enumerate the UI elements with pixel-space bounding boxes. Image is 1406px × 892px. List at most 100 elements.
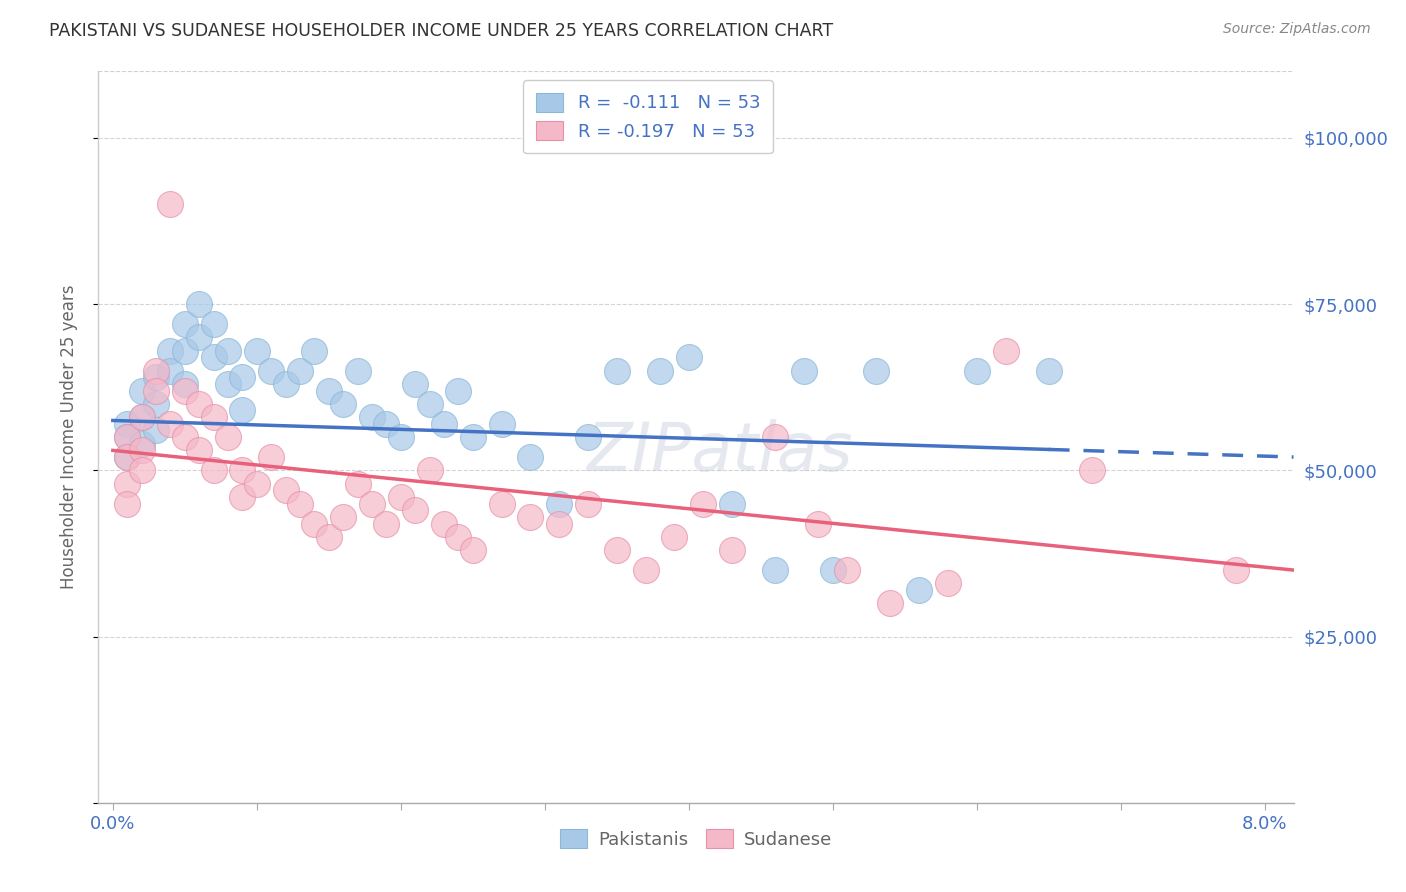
Point	[188, 397, 211, 411]
Point	[433, 516, 456, 531]
Point	[404, 376, 426, 391]
Point	[648, 363, 671, 377]
Point	[389, 430, 412, 444]
Point	[361, 497, 384, 511]
Point	[793, 363, 815, 377]
Point	[994, 343, 1017, 358]
Point	[173, 430, 195, 444]
Point	[304, 516, 326, 531]
Point	[491, 417, 513, 431]
Point	[274, 483, 297, 498]
Point	[346, 363, 368, 377]
Point	[246, 476, 269, 491]
Point	[447, 530, 470, 544]
Point	[821, 563, 844, 577]
Point	[404, 503, 426, 517]
Point	[375, 516, 398, 531]
Point	[131, 384, 153, 398]
Point	[188, 330, 211, 344]
Point	[433, 417, 456, 431]
Point	[375, 417, 398, 431]
Point	[188, 297, 211, 311]
Point	[246, 343, 269, 358]
Point	[447, 384, 470, 398]
Point	[419, 463, 441, 477]
Point	[231, 403, 253, 417]
Point	[173, 343, 195, 358]
Point	[274, 376, 297, 391]
Point	[1081, 463, 1104, 477]
Point	[721, 543, 744, 558]
Point	[173, 317, 195, 331]
Point	[115, 417, 138, 431]
Point	[721, 497, 744, 511]
Point	[202, 317, 225, 331]
Point	[231, 490, 253, 504]
Point	[807, 516, 830, 531]
Text: ZIPatlas: ZIPatlas	[586, 418, 853, 484]
Point	[576, 430, 599, 444]
Point	[217, 343, 239, 358]
Point	[908, 582, 931, 597]
Point	[936, 576, 959, 591]
Y-axis label: Householder Income Under 25 years: Householder Income Under 25 years	[59, 285, 77, 590]
Point	[361, 410, 384, 425]
Point	[115, 450, 138, 464]
Text: PAKISTANI VS SUDANESE HOUSEHOLDER INCOME UNDER 25 YEARS CORRELATION CHART: PAKISTANI VS SUDANESE HOUSEHOLDER INCOME…	[49, 22, 834, 40]
Point	[304, 343, 326, 358]
Point	[763, 430, 786, 444]
Point	[837, 563, 859, 577]
Point	[188, 443, 211, 458]
Point	[288, 363, 311, 377]
Point	[115, 497, 138, 511]
Point	[145, 363, 167, 377]
Point	[131, 410, 153, 425]
Point	[606, 543, 628, 558]
Point	[260, 450, 283, 464]
Point	[419, 397, 441, 411]
Point	[461, 543, 484, 558]
Point	[202, 463, 225, 477]
Point	[461, 430, 484, 444]
Point	[692, 497, 714, 511]
Point	[634, 563, 657, 577]
Point	[202, 410, 225, 425]
Point	[231, 370, 253, 384]
Point	[131, 436, 153, 450]
Point	[173, 376, 195, 391]
Point	[288, 497, 311, 511]
Point	[159, 363, 181, 377]
Point	[202, 351, 225, 365]
Point	[664, 530, 686, 544]
Point	[173, 384, 195, 398]
Point	[332, 509, 354, 524]
Point	[1225, 563, 1247, 577]
Point	[389, 490, 412, 504]
Point	[763, 563, 786, 577]
Point	[548, 497, 571, 511]
Text: Source: ZipAtlas.com: Source: ZipAtlas.com	[1223, 22, 1371, 37]
Point	[159, 343, 181, 358]
Point	[879, 596, 901, 610]
Point	[332, 397, 354, 411]
Point	[131, 443, 153, 458]
Point	[678, 351, 700, 365]
Point	[115, 450, 138, 464]
Point	[606, 363, 628, 377]
Point	[576, 497, 599, 511]
Point	[548, 516, 571, 531]
Point	[159, 197, 181, 211]
Point	[966, 363, 988, 377]
Point	[115, 430, 138, 444]
Point	[131, 410, 153, 425]
Point	[318, 530, 340, 544]
Point	[217, 430, 239, 444]
Point	[519, 450, 541, 464]
Legend: Pakistanis, Sudanese: Pakistanis, Sudanese	[553, 822, 839, 856]
Point	[145, 424, 167, 438]
Point	[1038, 363, 1060, 377]
Point	[115, 430, 138, 444]
Point	[217, 376, 239, 391]
Point	[519, 509, 541, 524]
Point	[318, 384, 340, 398]
